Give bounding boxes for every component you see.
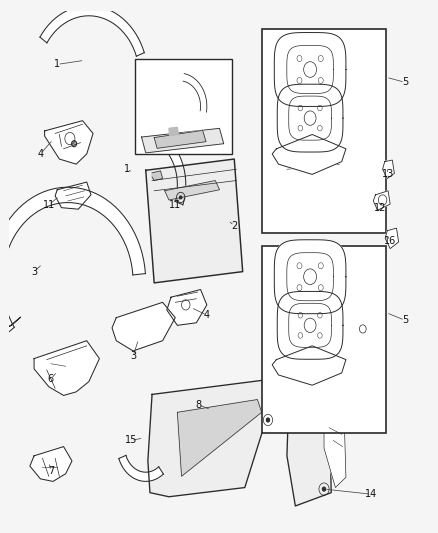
Polygon shape [274,33,345,107]
Polygon shape [384,228,398,248]
Polygon shape [45,120,93,164]
Polygon shape [145,159,242,283]
Polygon shape [148,379,282,497]
Circle shape [266,418,269,422]
Polygon shape [0,187,145,336]
Text: 2: 2 [230,221,237,231]
Polygon shape [141,128,223,153]
Circle shape [179,196,182,199]
Polygon shape [177,400,261,477]
Text: 4: 4 [37,149,43,159]
Text: 5: 5 [401,77,407,87]
Text: 4: 4 [203,310,209,320]
Polygon shape [34,341,99,395]
Text: 3: 3 [31,266,37,277]
Text: 12: 12 [373,203,385,213]
Polygon shape [286,380,330,506]
Text: 1: 1 [124,164,130,174]
Polygon shape [55,182,91,209]
Text: 5: 5 [401,315,407,325]
Bar [135,59,232,154]
Polygon shape [152,171,162,181]
Polygon shape [323,406,345,488]
Text: 1: 1 [54,59,60,69]
Text: 15: 15 [124,435,137,446]
Polygon shape [277,84,342,152]
Polygon shape [0,317,21,331]
Text: 11: 11 [42,200,55,210]
Circle shape [321,487,325,491]
Polygon shape [30,447,72,481]
Polygon shape [145,127,185,205]
Polygon shape [382,160,393,179]
Bar [261,246,385,433]
Circle shape [71,141,77,147]
Text: 3: 3 [130,351,136,361]
Polygon shape [166,289,206,325]
Bar [261,29,385,233]
Polygon shape [372,191,389,210]
Text: 14: 14 [364,489,377,499]
Text: 16: 16 [383,236,396,246]
Polygon shape [40,5,144,56]
Text: 13: 13 [381,169,393,180]
Text: 7: 7 [48,466,54,476]
Polygon shape [119,455,163,481]
Polygon shape [272,134,345,174]
Polygon shape [112,302,175,351]
Polygon shape [164,181,219,200]
Text: 6: 6 [48,374,54,384]
Polygon shape [183,74,206,112]
Polygon shape [272,346,345,385]
Text: 8: 8 [195,400,201,410]
Polygon shape [277,292,342,359]
Polygon shape [274,240,345,314]
Polygon shape [169,127,178,135]
Text: 11: 11 [169,200,181,210]
Polygon shape [154,131,205,148]
